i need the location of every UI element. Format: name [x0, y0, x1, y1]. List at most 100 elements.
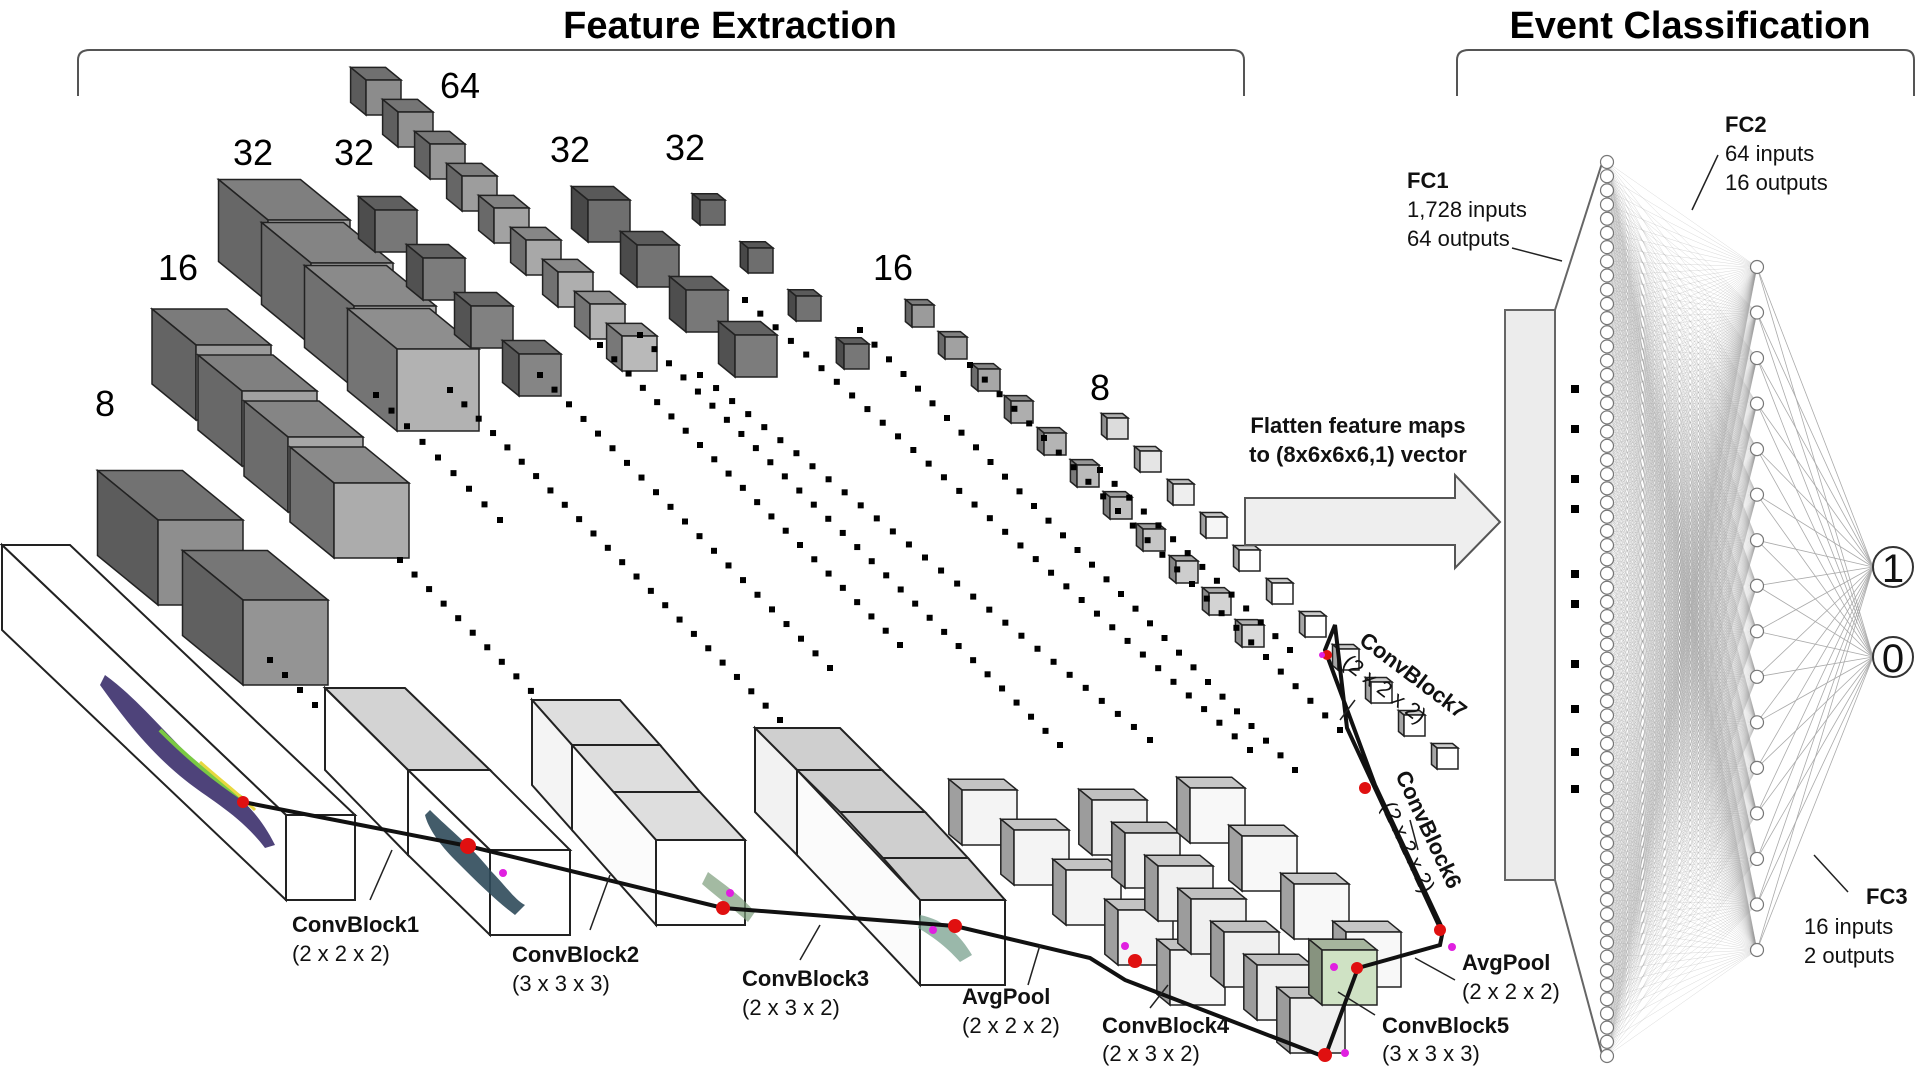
connector-dot — [941, 628, 948, 635]
fc3-edge — [1756, 566, 1874, 587]
connector-dot — [1184, 550, 1191, 557]
fc1-neuron — [1599, 949, 1615, 964]
connector-dot — [1218, 610, 1225, 617]
ellipsis-dot — [1571, 505, 1579, 513]
fc2-edge — [1606, 358, 1758, 971]
fc2-edge — [1606, 722, 1758, 1028]
connector-dot — [709, 402, 716, 409]
connector-dot — [841, 489, 848, 496]
fc1-neuron — [1599, 594, 1615, 610]
connector-dot — [1159, 551, 1166, 558]
feature-cube — [452, 290, 516, 350]
fc2-edge — [1606, 767, 1758, 1014]
fc2-edge — [1606, 266, 1758, 900]
fc2-edge — [1606, 218, 1758, 268]
fc2-neuron — [1749, 624, 1765, 639]
fc2-edge — [1606, 449, 1758, 1014]
connector-dot — [781, 473, 788, 480]
ellipsis-dot — [1571, 425, 1579, 433]
connector-dot — [651, 346, 658, 353]
connector-dot — [825, 570, 832, 577]
connector-dot — [461, 401, 468, 408]
fc2-edge — [1606, 449, 1758, 844]
connector-dot — [504, 444, 511, 451]
fc3-edge — [1756, 566, 1874, 814]
connector-dot — [981, 376, 988, 383]
fc2-edge — [1606, 449, 1758, 886]
fc2-edge — [1606, 540, 1758, 858]
fc2-edge — [1606, 585, 1758, 858]
connector-dot — [435, 454, 441, 461]
fc2-edge — [1606, 722, 1758, 858]
connector-dot — [971, 501, 978, 508]
connector-dot — [297, 687, 303, 693]
connector-dot — [1002, 473, 1008, 480]
fc2-edge — [1606, 358, 1758, 844]
fc2-edge — [1606, 266, 1758, 432]
connector-dot — [469, 629, 476, 636]
fc1-neuron — [1599, 367, 1615, 382]
fc2-edge — [1606, 266, 1758, 829]
feature-cube — [380, 97, 436, 149]
fc2-edge — [1606, 676, 1758, 1057]
connector-dot — [857, 327, 863, 333]
connector-dot — [1263, 737, 1269, 744]
channel-count-16-right: 16 — [873, 247, 913, 288]
fc2-edge — [1606, 631, 1758, 872]
fc2-edge — [1606, 949, 1758, 1028]
fc2-edge — [1606, 631, 1758, 915]
fc2-edge — [1606, 358, 1758, 858]
fc1-neuron — [1599, 538, 1615, 553]
connector-dot — [1057, 742, 1063, 748]
fc2-edge — [1606, 540, 1758, 886]
fc2-edge — [1606, 631, 1758, 858]
fc3-edge — [1756, 566, 1874, 951]
fc2-edge — [1606, 266, 1758, 773]
fc2-edge — [1606, 266, 1758, 602]
connector-dot — [397, 557, 403, 563]
fc2-edge — [1606, 266, 1758, 645]
fc2-edge — [1606, 494, 1758, 1014]
channel-count-32-b: 32 — [334, 132, 374, 173]
connector-dot — [1017, 542, 1024, 549]
fc2-edge — [1606, 358, 1758, 915]
fc1-neuron — [1599, 296, 1615, 312]
fc2-edge — [1606, 266, 1758, 305]
channel-count-8-left: 8 — [95, 383, 115, 424]
feature-cube — [618, 229, 682, 289]
fc2-edge — [1606, 266, 1758, 404]
fc1-neuron — [1599, 268, 1615, 283]
connector-dot — [1130, 723, 1137, 730]
connector-dot — [723, 416, 730, 423]
connector-dot — [796, 487, 803, 494]
fc2-edge — [1606, 585, 1758, 1057]
connector-dot — [725, 470, 732, 477]
connector-dot — [450, 470, 457, 477]
connector-dot — [1228, 591, 1235, 598]
channel-count-64: 64 — [440, 65, 480, 106]
fc2-edge — [1606, 631, 1758, 1042]
fc1-leader — [1511, 247, 1563, 262]
connector-dot — [1185, 692, 1192, 699]
connector-dot — [798, 635, 804, 642]
connector-dot — [725, 562, 732, 569]
fc2-edge — [1606, 449, 1758, 872]
fc2-edge — [1606, 722, 1758, 971]
fc2-edge — [1606, 266, 1758, 461]
connector-dot — [1118, 591, 1124, 597]
connector-dot — [551, 386, 558, 393]
connector-dot — [1205, 679, 1211, 685]
fc1-neuron — [1599, 353, 1615, 368]
connector-dot — [624, 459, 630, 466]
fc2-edge — [1606, 540, 1758, 1057]
connector-dot — [757, 310, 764, 317]
connector-dot — [604, 544, 611, 551]
feature-cube — [345, 306, 482, 433]
fc2-edge — [1606, 722, 1758, 1042]
fc1-neuron — [1599, 339, 1615, 354]
feature-cube — [569, 184, 633, 244]
fc2-edge — [1606, 266, 1758, 815]
connector-dot — [793, 450, 800, 457]
connector-dot — [682, 427, 689, 434]
fc2-edge — [1606, 585, 1758, 872]
